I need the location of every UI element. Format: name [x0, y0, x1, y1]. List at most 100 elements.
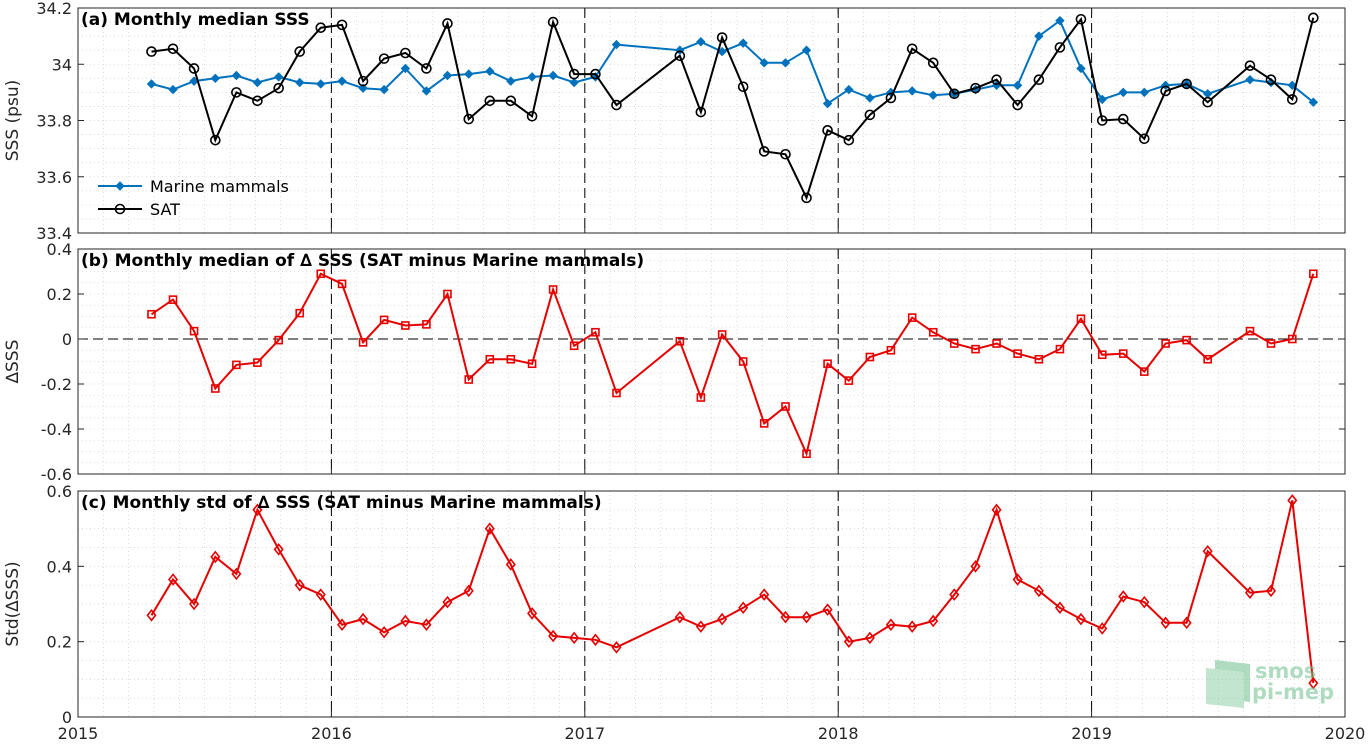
data-point — [315, 588, 326, 601]
x-tick-label: 2017 — [564, 724, 605, 743]
data-point — [231, 567, 242, 581]
data-point — [591, 327, 600, 337]
data-point — [801, 192, 812, 204]
data-point — [1055, 344, 1065, 354]
data-point — [400, 614, 411, 628]
data-point — [738, 357, 748, 366]
data-point — [379, 84, 389, 95]
data-point — [422, 320, 431, 329]
data-point — [1034, 354, 1044, 364]
data-point — [485, 354, 495, 364]
y-tick-label: -0.4 — [41, 420, 72, 439]
data-point — [463, 113, 475, 125]
data-point — [505, 558, 516, 571]
data-point — [949, 588, 960, 601]
data-point — [1287, 494, 1298, 507]
data-point — [1034, 31, 1044, 41]
data-point — [146, 46, 157, 57]
data-point — [864, 109, 876, 121]
legend: Marine mammals SAT — [98, 177, 289, 219]
data-point — [1202, 96, 1213, 108]
y-tick-label: 33.4 — [36, 224, 72, 243]
data-point — [865, 93, 875, 103]
data-point — [210, 73, 221, 84]
data-point — [252, 503, 263, 517]
y-axis-label: Std(∆SSS) — [3, 561, 23, 646]
data-point — [759, 419, 769, 428]
data-point — [337, 279, 347, 289]
data-point — [1139, 87, 1150, 98]
data-point — [548, 70, 558, 81]
data-point — [844, 84, 854, 95]
data-point — [401, 321, 410, 330]
data-point — [611, 99, 622, 111]
series-line-delta — [150, 272, 1315, 457]
data-point — [1118, 349, 1128, 358]
data-point — [1182, 335, 1191, 345]
data-point — [527, 72, 537, 82]
data-point — [442, 18, 453, 29]
data-point — [548, 629, 559, 643]
data-point — [443, 289, 452, 299]
data-point — [612, 388, 621, 398]
data-point — [1054, 42, 1066, 53]
data-point — [1012, 80, 1023, 91]
series-line-sat — [151, 16, 1315, 201]
data-point — [1203, 354, 1212, 364]
data-point — [590, 68, 601, 80]
data-point — [1287, 80, 1297, 91]
data-point — [188, 63, 200, 74]
y-tick-label: 0.6 — [47, 482, 72, 501]
data-point — [928, 327, 938, 337]
data-point — [611, 641, 622, 654]
data-point — [189, 326, 199, 336]
axes-box — [77, 490, 1346, 718]
data-point — [590, 633, 601, 647]
data-point — [357, 75, 369, 87]
data-point — [273, 72, 284, 82]
data-point — [1097, 622, 1108, 635]
data-point — [780, 610, 791, 624]
data-point — [802, 449, 811, 459]
data-point — [527, 607, 538, 620]
data-point — [569, 631, 580, 645]
data-point — [844, 376, 854, 385]
series-line-delta — [150, 500, 1315, 684]
data-point — [758, 146, 770, 157]
data-point — [674, 610, 685, 624]
data-point — [1308, 676, 1319, 690]
data-point — [358, 83, 368, 93]
x-tick-label: 2018 — [818, 724, 859, 743]
data-point — [336, 19, 348, 31]
data-point — [1265, 584, 1277, 598]
data-point — [189, 597, 200, 611]
data-point — [294, 46, 306, 57]
data-point — [1012, 573, 1023, 586]
data-point — [421, 63, 432, 74]
y-tick-label: -0.6 — [41, 465, 72, 484]
data-point — [1033, 584, 1044, 598]
data-point — [231, 87, 242, 98]
y-tick-label: 34 — [52, 55, 72, 74]
logo-text-line1: smos — [1255, 659, 1316, 683]
data-point — [484, 522, 495, 535]
data-point — [506, 76, 516, 86]
data-point — [927, 57, 939, 69]
data-point — [1075, 612, 1086, 626]
data-point — [1266, 339, 1276, 348]
x-tick-label: 2019 — [1071, 724, 1112, 743]
data-point — [907, 86, 917, 96]
data-point — [843, 635, 854, 648]
data-point — [801, 45, 812, 55]
data-point — [548, 285, 558, 294]
logo-text-line2: pi-mep — [1252, 680, 1334, 704]
data-point — [168, 295, 178, 304]
data-point — [527, 359, 537, 369]
data-point — [274, 335, 283, 345]
data-point — [315, 22, 327, 33]
data-point — [696, 393, 706, 402]
x-tick-label: 2020 — [1325, 724, 1366, 743]
data-point — [421, 86, 432, 96]
